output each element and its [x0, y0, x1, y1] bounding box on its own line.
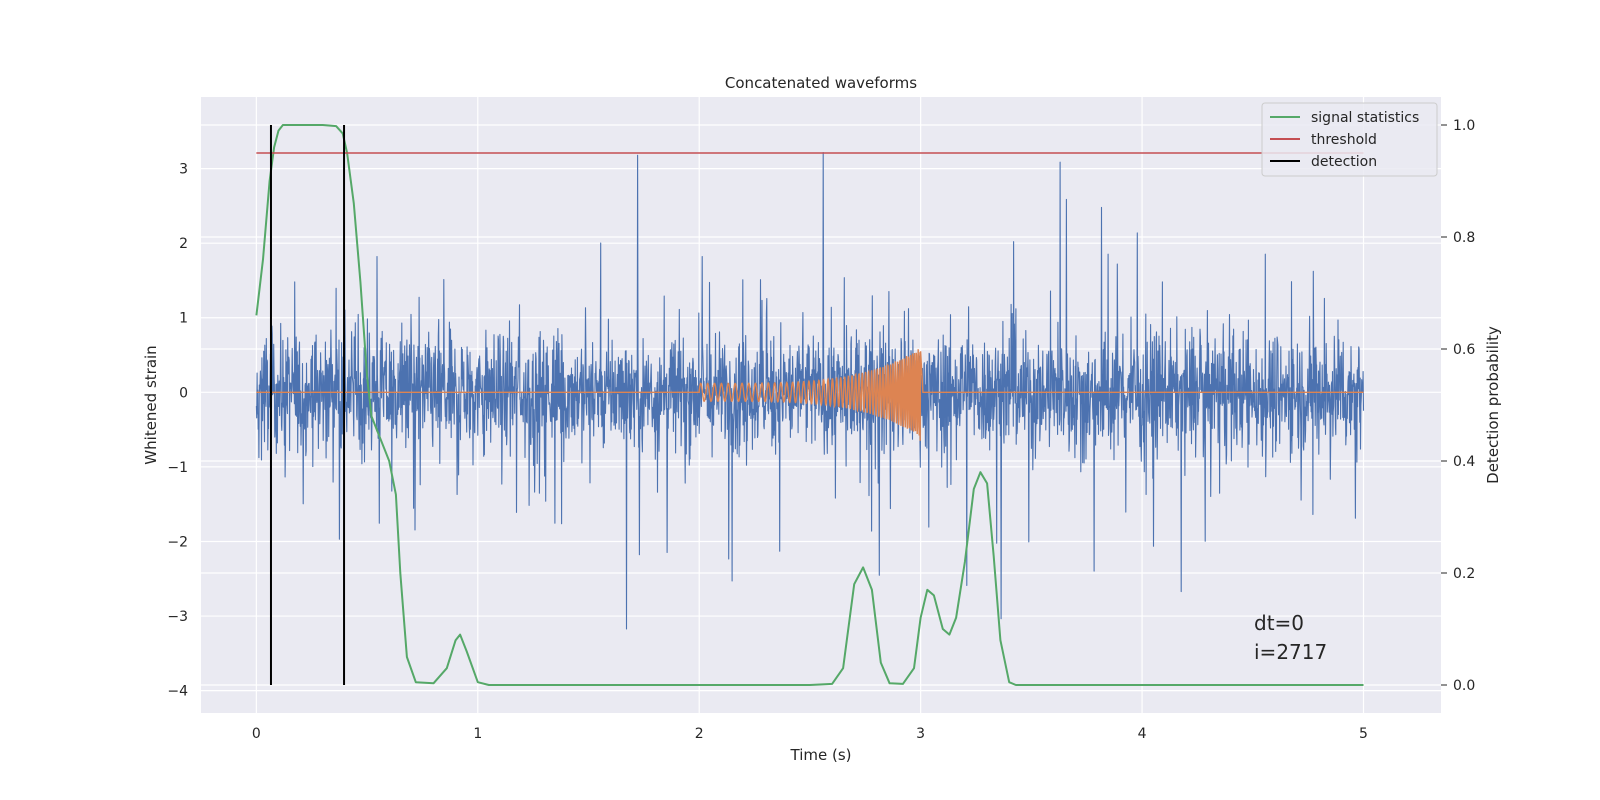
x-tick-label: 4	[1138, 726, 1147, 742]
signal-statistics-line	[255, 124, 1364, 686]
y2-tick-label: 0.0	[1453, 678, 1475, 694]
x-tick-label: 5	[1359, 726, 1368, 742]
y-tick-label: −2	[167, 534, 188, 550]
template-line	[256, 349, 1364, 441]
y-tick-label: −1	[167, 460, 188, 476]
y-axis-label: Whitened strain	[142, 345, 160, 464]
legend-threshold: threshold	[1311, 132, 1377, 148]
y-tick-label: 2	[179, 236, 188, 252]
y2-tick-label: 0.6	[1453, 342, 1475, 358]
y-tick-label: 3	[179, 162, 188, 178]
y2-axis-label: Detection probability	[1484, 326, 1502, 484]
x-tick-label: 0	[252, 726, 261, 742]
y-tick-label: 1	[179, 311, 188, 327]
y-tick-label: −3	[167, 609, 188, 625]
x-tick-label: 3	[916, 726, 925, 742]
y2-tick-label: 0.4	[1453, 454, 1475, 470]
x-axis-label: Time (s)	[790, 746, 852, 764]
y-tick-label: 0	[179, 385, 188, 401]
y-tick-label: −4	[167, 684, 188, 700]
legend-signal-statistics: signal statistics	[1311, 110, 1419, 126]
ticks: 0 1 2 3 4 5 −4 −3 −2 −1 0 1 2 3 0.0 0.2 0.4 0.6 0.8 1.0	[167, 118, 1475, 742]
right-axis-series	[255, 124, 1364, 686]
chart-title: Concatenated waveforms	[725, 74, 917, 92]
legend-box	[1261, 102, 1438, 177]
x-tick-label: 2	[695, 726, 704, 742]
y2-tick-label: 1.0	[1453, 118, 1475, 134]
y2-tick-label: 0.8	[1453, 230, 1475, 246]
annotation-i: i=2717	[1254, 640, 1327, 664]
template-series	[256, 349, 1364, 441]
y2-tick-label: 0.2	[1453, 566, 1475, 582]
x-tick-label: 1	[473, 726, 482, 742]
legend: signal statistics threshold detection	[1261, 102, 1438, 177]
annotation-dt: dt=0	[1254, 611, 1304, 635]
legend-detection: detection	[1311, 154, 1377, 170]
